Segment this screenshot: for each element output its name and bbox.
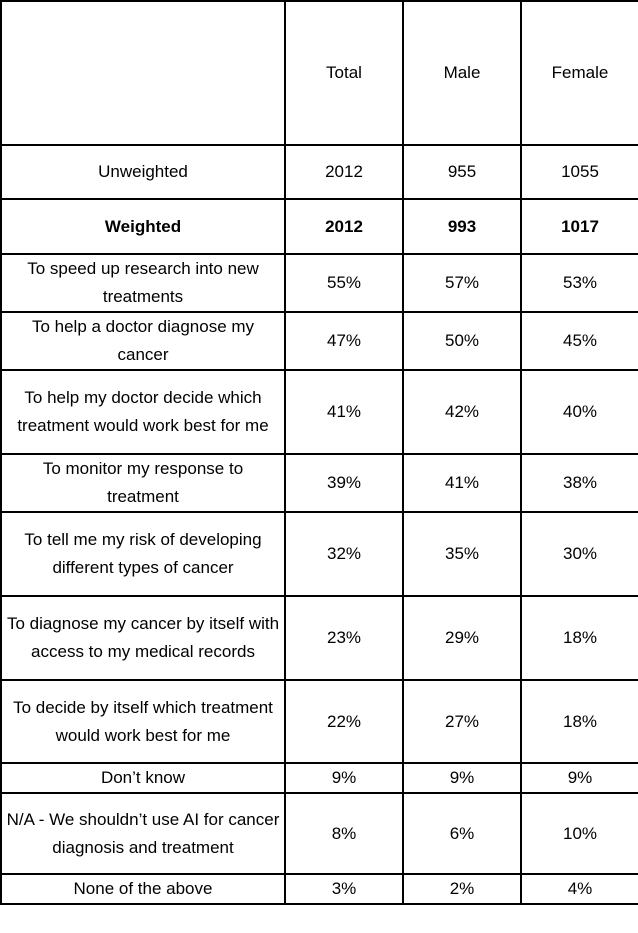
cell-female: 4% bbox=[520, 873, 638, 905]
cell-male: 50% bbox=[402, 311, 522, 371]
row-label: To help a doctor diagnose my cancer bbox=[0, 311, 286, 371]
row-label: None of the above bbox=[0, 873, 286, 905]
cell-total: 55% bbox=[284, 253, 404, 313]
cell-male: 29% bbox=[402, 595, 522, 681]
row-label: Weighted bbox=[0, 198, 286, 255]
cell-male: 27% bbox=[402, 679, 522, 764]
cell-total: 41% bbox=[284, 369, 404, 455]
survey-table: Total Male Female Unweighted 2012 955 10… bbox=[0, 0, 638, 905]
table-row-help-doctor-diagnose: To help a doctor diagnose my cancer 47% … bbox=[0, 311, 638, 371]
row-label: To monitor my response to treatment bbox=[0, 453, 286, 513]
cell-female: 18% bbox=[520, 679, 638, 764]
cell-total: 3% bbox=[284, 873, 404, 905]
cell-female: 18% bbox=[520, 595, 638, 681]
row-label: To speed up research into new treatments bbox=[0, 253, 286, 313]
cell-total: 39% bbox=[284, 453, 404, 513]
cell-female: 30% bbox=[520, 511, 638, 597]
header-empty-cell bbox=[0, 0, 286, 146]
cell-female: 1055 bbox=[520, 144, 638, 200]
cell-female: 38% bbox=[520, 453, 638, 513]
cell-total: 8% bbox=[284, 792, 404, 875]
cell-total: 47% bbox=[284, 311, 404, 371]
row-label: Unweighted bbox=[0, 144, 286, 200]
header-row: Total Male Female bbox=[0, 0, 638, 146]
cell-male: 57% bbox=[402, 253, 522, 313]
cell-male: 2% bbox=[402, 873, 522, 905]
cell-male: 41% bbox=[402, 453, 522, 513]
table-row-monitor-response: To monitor my response to treatment 39% … bbox=[0, 453, 638, 513]
column-header-male: Male bbox=[402, 0, 522, 146]
table-row-help-doctor-decide: To help my doctor decide which treatment… bbox=[0, 369, 638, 455]
cell-male: 955 bbox=[402, 144, 522, 200]
table-row-diagnose-by-itself: To diagnose my cancer by itself with acc… bbox=[0, 595, 638, 681]
cell-male: 42% bbox=[402, 369, 522, 455]
row-label: N/A - We shouldn’t use AI for cancer dia… bbox=[0, 792, 286, 875]
cell-total: 2012 bbox=[284, 198, 404, 255]
cell-male: 993 bbox=[402, 198, 522, 255]
table-row-na-shouldnt-use-ai: N/A - We shouldn’t use AI for cancer dia… bbox=[0, 792, 638, 875]
cell-total: 23% bbox=[284, 595, 404, 681]
cell-total: 2012 bbox=[284, 144, 404, 200]
table-row-none-of-above: None of the above 3% 2% 4% bbox=[0, 873, 638, 905]
cell-male: 35% bbox=[402, 511, 522, 597]
cell-female: 45% bbox=[520, 311, 638, 371]
table-row-unweighted: Unweighted 2012 955 1055 bbox=[0, 144, 638, 200]
table-row-dont-know: Don’t know 9% 9% 9% bbox=[0, 762, 638, 794]
row-label: To help my doctor decide which treatment… bbox=[0, 369, 286, 455]
row-label: To decide by itself which treatment woul… bbox=[0, 679, 286, 764]
table-row-tell-risk: To tell me my risk of developing differe… bbox=[0, 511, 638, 597]
cell-male: 6% bbox=[402, 792, 522, 875]
row-label: To tell me my risk of developing differe… bbox=[0, 511, 286, 597]
table-row-decide-by-itself: To decide by itself which treatment woul… bbox=[0, 679, 638, 764]
table-row-speed-up-research: To speed up research into new treatments… bbox=[0, 253, 638, 313]
cell-female: 1017 bbox=[520, 198, 638, 255]
cell-total: 22% bbox=[284, 679, 404, 764]
column-header-female: Female bbox=[520, 0, 638, 146]
column-header-total: Total bbox=[284, 0, 404, 146]
cell-total: 9% bbox=[284, 762, 404, 794]
cell-female: 9% bbox=[520, 762, 638, 794]
cell-total: 32% bbox=[284, 511, 404, 597]
cell-male: 9% bbox=[402, 762, 522, 794]
row-label: To diagnose my cancer by itself with acc… bbox=[0, 595, 286, 681]
cell-female: 10% bbox=[520, 792, 638, 875]
row-label: Don’t know bbox=[0, 762, 286, 794]
table-row-weighted: Weighted 2012 993 1017 bbox=[0, 198, 638, 255]
cell-female: 53% bbox=[520, 253, 638, 313]
cell-female: 40% bbox=[520, 369, 638, 455]
